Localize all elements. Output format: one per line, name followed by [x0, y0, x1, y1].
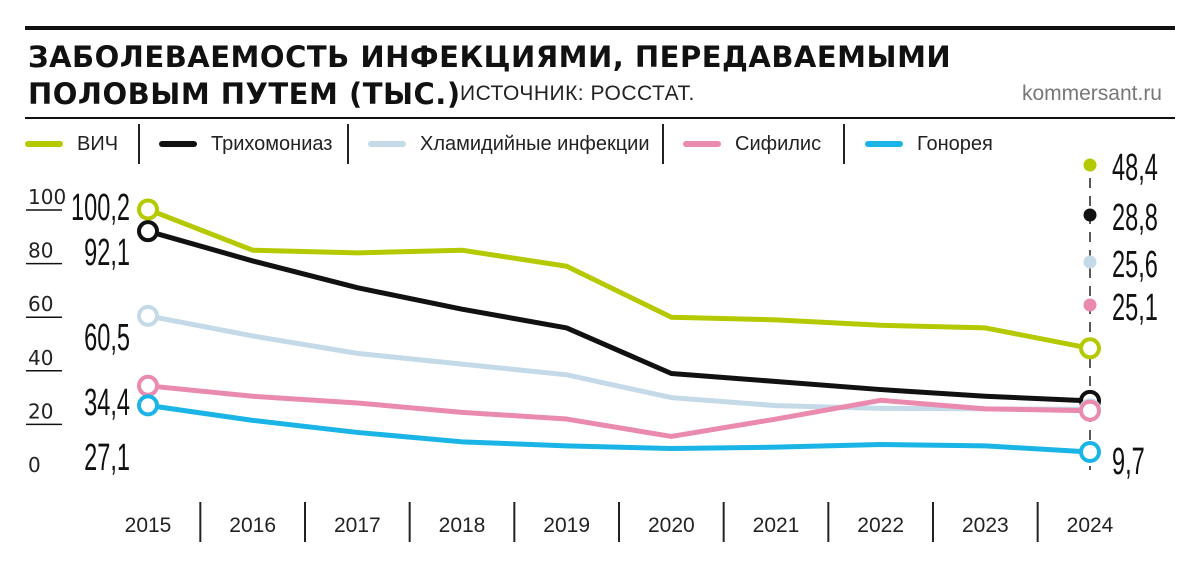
legend-separator: [843, 124, 845, 164]
x-tick-label: 2023: [962, 514, 1009, 537]
end-value-dot: [1083, 255, 1097, 269]
start-value-label: 34,4: [84, 380, 130, 423]
legend-label-chlamydia: Хламидийные инфекции: [420, 132, 650, 155]
start-value-label: 100,2: [71, 185, 130, 228]
x-tick-label: 2021: [753, 514, 800, 537]
series-line: [145, 402, 1093, 455]
data-point-marker: [137, 220, 159, 243]
legend-swatch-trichomoniasis: [159, 141, 197, 147]
x-tick-label: 2024: [1067, 514, 1114, 537]
y-tick-label: 20: [28, 399, 53, 423]
end-value-dot: [1083, 158, 1097, 172]
legend-separator: [662, 124, 664, 164]
end-value-label: 9,7: [1112, 439, 1145, 482]
chart-title-line-2: ПОЛОВЫМ ПУТЕМ (ТЫС.): [28, 77, 461, 111]
data-point-marker: [137, 374, 159, 397]
legend-top-rule: [25, 117, 1175, 119]
site-credit: kommersant.ru: [1021, 82, 1162, 105]
start-value-label: 92,1: [84, 230, 130, 273]
x-tick-label: 2022: [857, 514, 904, 537]
start-value-label: 27,1: [84, 435, 130, 478]
series-line: [145, 206, 1093, 351]
top-rule: [25, 26, 1175, 30]
data-point-marker: [1079, 441, 1101, 464]
end-value-label: 28,8: [1112, 195, 1158, 238]
end-value-label: 48,4: [1112, 145, 1158, 188]
y-tick-label: 100: [28, 185, 66, 209]
end-value-label: 25,6: [1112, 242, 1158, 285]
data-point-marker: [137, 304, 159, 327]
data-point-marker: [1079, 337, 1101, 360]
x-tick-label: 2018: [439, 514, 486, 537]
y-tick-label: 0: [28, 453, 41, 477]
end-value-dot: [1083, 298, 1097, 312]
series-line: [145, 383, 1093, 439]
legend-item-trichomoniasis: Трихомониаз: [159, 122, 332, 166]
legend-swatch-gonorrhea: [865, 141, 903, 147]
x-tick-label: 2019: [543, 514, 590, 537]
legend-item-hiv: ВИЧ: [25, 122, 118, 166]
source-note: ИСТОЧНИК: РОССТАТ.: [460, 82, 695, 105]
data-point-marker: [137, 394, 159, 417]
chart-title-line-1: ЗАБОЛЕВАЕМОСТЬ ИНФЕКЦИЯМИ, ПЕРЕДАВАЕМЫМИ: [28, 40, 952, 74]
legend-label-trichomoniasis: Трихомониаз: [211, 132, 333, 155]
end-value-label: 25,1: [1112, 285, 1158, 328]
legend-separator: [347, 124, 349, 164]
legend-separator: [138, 124, 140, 164]
series-line: [145, 313, 1093, 412]
legend-label-hiv: ВИЧ: [77, 132, 119, 155]
x-tick-label: 2015: [125, 514, 172, 537]
data-point-marker: [137, 198, 159, 221]
legend-label-syphilis: Сифилис: [735, 132, 822, 155]
series-line: [145, 228, 1093, 404]
legend-label-gonorrhea: Гонорея: [917, 132, 993, 155]
y-tick-label: 80: [28, 239, 53, 263]
data-point-marker: [1079, 399, 1101, 422]
legend-item-gonorrhea: Гонорея: [865, 122, 993, 166]
legend-item-chlamydia: Хламидийные инфекции: [368, 122, 650, 166]
legend-item-syphilis: Сифилис: [683, 122, 821, 166]
x-tick-label: 2020: [648, 514, 695, 537]
y-tick-label: 40: [28, 346, 53, 370]
start-value-label: 60,5: [84, 315, 130, 358]
legend-swatch-hiv: [25, 141, 63, 147]
x-tick-label: 2017: [334, 514, 381, 537]
chart-legend: ВИЧ Трихомониаз Хламидийные инфекции Сиф…: [25, 122, 1075, 166]
legend-swatch-syphilis: [683, 141, 721, 147]
end-value-dot: [1083, 208, 1097, 222]
x-tick-label: 2016: [229, 514, 276, 537]
legend-swatch-chlamydia: [368, 141, 406, 147]
y-tick-label: 60: [28, 292, 53, 316]
